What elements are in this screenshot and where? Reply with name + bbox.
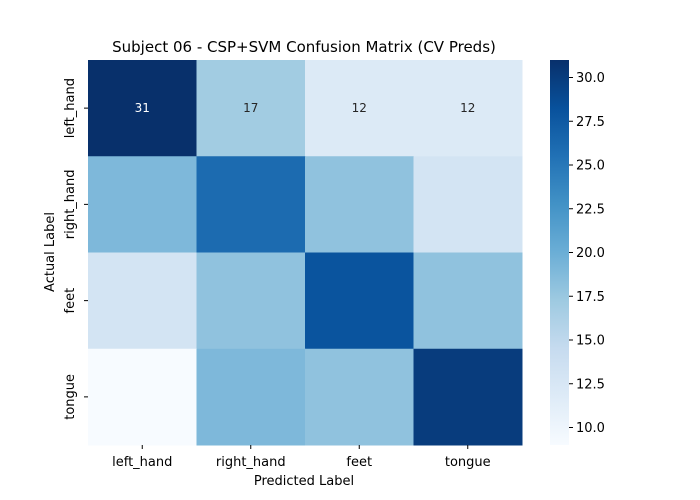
heatmap-cell bbox=[305, 348, 414, 446]
colorbar-tick-label: 27.5 bbox=[576, 115, 605, 130]
colorbar-tick-label: 10.0 bbox=[576, 421, 605, 436]
heatmap-cell bbox=[196, 348, 306, 446]
heatmap-cell bbox=[413, 60, 523, 157]
x-tick-label: right_hand bbox=[216, 455, 286, 470]
heatmap-cell bbox=[413, 252, 523, 350]
colorbar-tick-label: 25.0 bbox=[576, 159, 605, 174]
colorbar-tick-label: 15.0 bbox=[576, 334, 605, 349]
cell-annotations: 31 17 12 12 bbox=[135, 101, 476, 115]
colorbar-tick-label: 17.5 bbox=[576, 290, 605, 305]
heatmap-cell bbox=[305, 156, 414, 253]
cell-value-label: 12 bbox=[352, 101, 367, 115]
cell-value-label: 31 bbox=[135, 101, 150, 115]
heatmap-cell bbox=[413, 156, 523, 253]
chart-title: Subject 06 - CSP+SVM Confusion Matrix (C… bbox=[112, 38, 496, 56]
colorbar-tick-label: 22.5 bbox=[576, 202, 605, 217]
heatmap-cell bbox=[413, 348, 523, 446]
colorbar-tick-label: 20.0 bbox=[576, 246, 605, 261]
y-tick-label: tongue bbox=[63, 374, 78, 420]
heatmap-cell bbox=[88, 252, 197, 350]
colorbar-ticks: 10.0 12.5 15.0 17.5 20.0 22.5 25.0 27.5 30.0 bbox=[569, 71, 605, 436]
colorbar bbox=[550, 60, 569, 445]
x-axis-ticks: left_hand right_hand feet tongue bbox=[112, 445, 491, 470]
heatmap-cell bbox=[88, 348, 197, 446]
heatmap-cell bbox=[305, 252, 414, 350]
heatmap-cell bbox=[88, 156, 197, 253]
heatmap-cell bbox=[88, 60, 197, 157]
x-tick-label: feet bbox=[346, 455, 372, 470]
x-axis-label: Predicted Label bbox=[254, 474, 354, 489]
heatmap-cell bbox=[196, 252, 306, 350]
heatmap-cell bbox=[196, 60, 306, 157]
cell-value-label: 12 bbox=[460, 101, 475, 115]
cell-value-label: 17 bbox=[243, 101, 258, 115]
heatmap-cell bbox=[305, 60, 414, 157]
heatmap-cell bbox=[196, 156, 306, 253]
y-tick-label: feet bbox=[63, 288, 78, 314]
x-tick-label: tongue bbox=[445, 455, 491, 470]
y-tick-label: left_hand bbox=[63, 78, 78, 138]
colorbar-tick-label: 12.5 bbox=[576, 377, 605, 392]
heatmap-cells bbox=[88, 60, 523, 446]
y-tick-label: right_hand bbox=[63, 170, 78, 240]
y-axis-label: Actual Label bbox=[43, 212, 58, 292]
x-tick-label: left_hand bbox=[112, 455, 172, 470]
colorbar-tick-label: 30.0 bbox=[576, 71, 605, 86]
